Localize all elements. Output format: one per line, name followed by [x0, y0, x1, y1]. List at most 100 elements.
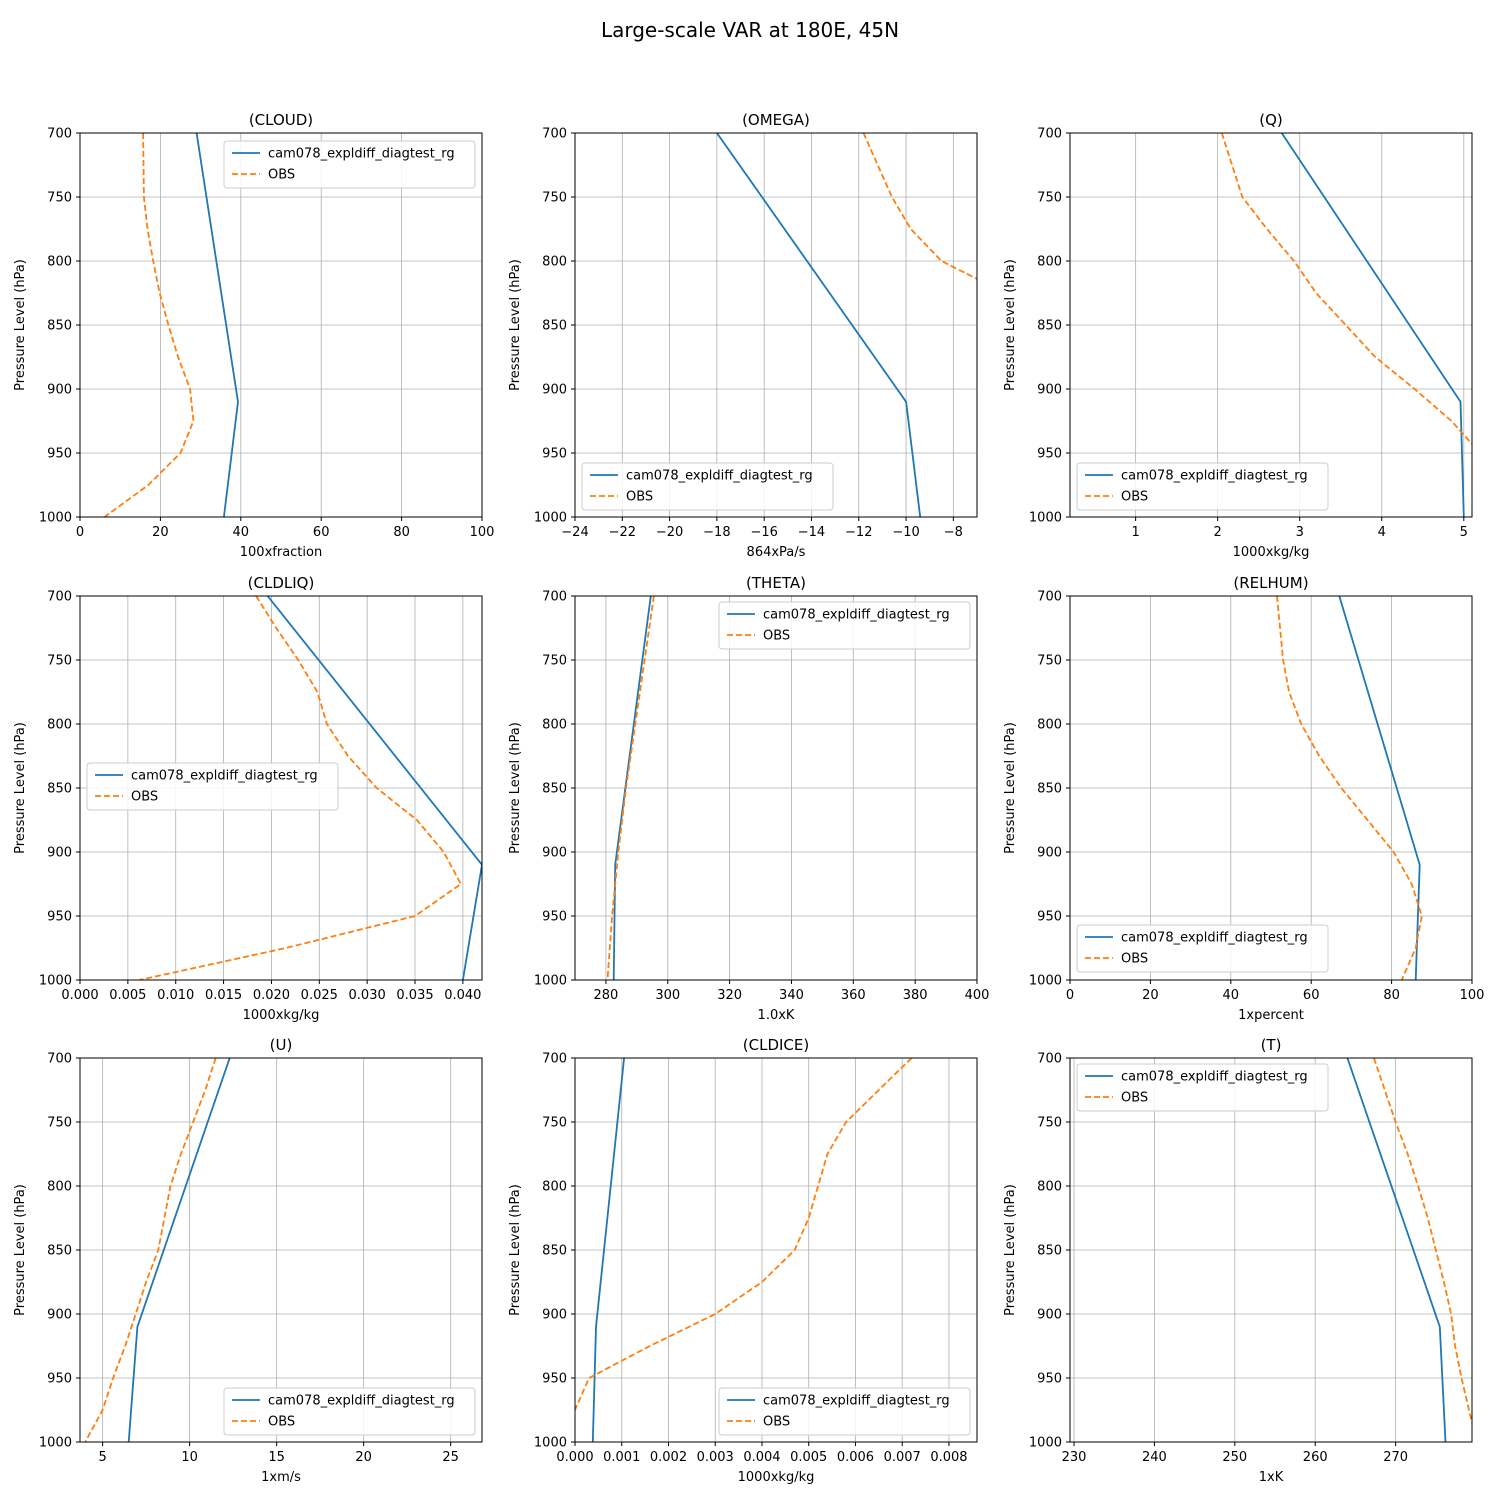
x-tick-label: 60 [1303, 988, 1320, 1003]
y-tick-label: 1000 [1029, 974, 1062, 989]
legend-box [581, 462, 834, 511]
y-tick-label: 700 [542, 127, 567, 142]
panel-title: (Q) [1259, 111, 1283, 129]
x-tick-label: 0.025 [301, 988, 338, 1003]
y-tick-label: 750 [542, 191, 567, 206]
series-group [103, 133, 239, 517]
y-tick-label: 1000 [39, 1436, 72, 1451]
series-line-obs [1373, 1058, 1472, 1424]
y-tick-label: 850 [1037, 782, 1062, 797]
x-tick-label: 0.005 [790, 1450, 827, 1465]
y-tick-label: 950 [47, 447, 72, 462]
series-line-model [591, 1058, 625, 1442]
x-tick-label: 2 [1214, 525, 1222, 540]
x-axis-label: 1xK [1259, 1470, 1284, 1485]
y-axis-label: Pressure Level (hPa) [13, 722, 28, 854]
y-tick-label: 950 [1037, 447, 1062, 462]
x-tick-label: 1 [1131, 525, 1139, 540]
series-line-obs [103, 133, 195, 517]
y-tick-label: 700 [1037, 590, 1062, 605]
x-tick-label: 250 [1222, 1450, 1247, 1465]
legend-label-model: cam078_expldiff_diagtest_rg [1121, 469, 1308, 484]
x-tick-label: 15 [268, 1450, 285, 1465]
y-axis-label: Pressure Level (hPa) [1003, 259, 1018, 391]
x-tick-label: 300 [655, 988, 680, 1003]
y-tick-label: 750 [1037, 191, 1062, 206]
y-tick-label: 750 [542, 1116, 567, 1131]
x-tick-label: 25 [442, 1450, 459, 1465]
legend-box [86, 762, 339, 811]
y-tick-label: 700 [542, 1052, 567, 1067]
series-group [84, 1058, 231, 1442]
x-tick-label: 0.006 [837, 1450, 874, 1465]
y-tick-label: 800 [542, 255, 567, 270]
series-line-obs [575, 1058, 913, 1411]
legend-label-model: cam078_expldiff_diagtest_rg [763, 608, 950, 623]
x-tick-label: −16 [750, 525, 777, 540]
x-tick-label: 240 [1142, 1450, 1167, 1465]
x-tick-label: −20 [656, 525, 683, 540]
x-tick-label: 0.000 [61, 988, 98, 1003]
y-tick-label: 850 [542, 319, 567, 334]
x-tick-label: 0.040 [444, 988, 481, 1003]
series-line-obs [1276, 596, 1423, 980]
legend-box [718, 601, 971, 650]
y-tick-label: 900 [542, 1308, 567, 1323]
y-tick-label: 850 [542, 1244, 567, 1259]
y-tick-label: 900 [1037, 383, 1062, 398]
series-group [1220, 133, 1472, 517]
y-tick-label: 1000 [39, 511, 72, 526]
panels-grid: 0 20 40 60 80 1007007508008509009501000(CLOUD… [13, 111, 1484, 1485]
x-tick-label: 0.010 [157, 988, 194, 1003]
x-axis-label: 1xm/s [261, 1470, 301, 1485]
x-tick-label: 340 [779, 988, 804, 1003]
x-axis-label: 100xfraction [240, 545, 322, 560]
y-tick-label: 850 [47, 782, 72, 797]
panel-title: (T) [1261, 1036, 1282, 1054]
y-tick-label: 950 [542, 447, 567, 462]
y-tick-label: 850 [47, 319, 72, 334]
y-tick-label: 800 [47, 1180, 72, 1195]
x-tick-label: 20 [1142, 988, 1159, 1003]
y-tick-label: 900 [47, 383, 72, 398]
legend-box [223, 1387, 476, 1436]
y-tick-label: 900 [47, 1308, 72, 1323]
series-line-model [195, 133, 239, 517]
x-axis-label: 1.0xK [758, 1008, 795, 1023]
series-line-obs [862, 133, 977, 280]
y-axis-label: Pressure Level (hPa) [508, 1184, 523, 1316]
y-tick-label: 850 [47, 1244, 72, 1259]
y-tick-label: 700 [47, 590, 72, 605]
x-tick-label: 280 [594, 988, 619, 1003]
x-tick-label: −8 [944, 525, 963, 540]
y-tick-label: 700 [1037, 127, 1062, 142]
x-tick-label: 5 [1460, 525, 1468, 540]
y-tick-label: 800 [47, 718, 72, 733]
x-tick-label: 0.003 [697, 1450, 734, 1465]
y-tick-label: 750 [1037, 654, 1062, 669]
legend-label-model: cam078_expldiff_diagtest_rg [1121, 1070, 1308, 1085]
y-tick-label: 900 [542, 383, 567, 398]
panel-title: (RELHUM) [1233, 574, 1308, 592]
series-group [1346, 1058, 1472, 1442]
y-tick-label: 750 [1037, 1116, 1062, 1131]
y-tick-label: 800 [47, 255, 72, 270]
y-tick-label: 750 [47, 191, 72, 206]
y-tick-label: 1000 [534, 511, 567, 526]
x-tick-label: 40 [233, 525, 250, 540]
legend: cam078_expldiff_diagtest_rg OBS [223, 1387, 476, 1436]
series-group [139, 596, 482, 980]
legend-label-obs: OBS [1121, 1091, 1148, 1106]
series-line-model [716, 133, 922, 517]
x-tick-label: 320 [717, 988, 742, 1003]
x-tick-label: 10 [181, 1450, 198, 1465]
x-tick-label: −18 [703, 525, 730, 540]
legend-label-obs: OBS [626, 490, 653, 505]
legend-label-model: cam078_expldiff_diagtest_rg [268, 1394, 455, 1409]
y-axis-label: Pressure Level (hPa) [13, 259, 28, 391]
y-tick-label: 800 [1037, 1180, 1062, 1195]
legend: cam078_expldiff_diagtest_rg OBS [223, 140, 476, 189]
y-tick-label: 700 [1037, 1052, 1062, 1067]
series-line-model [1280, 133, 1465, 517]
y-tick-label: 900 [1037, 846, 1062, 861]
